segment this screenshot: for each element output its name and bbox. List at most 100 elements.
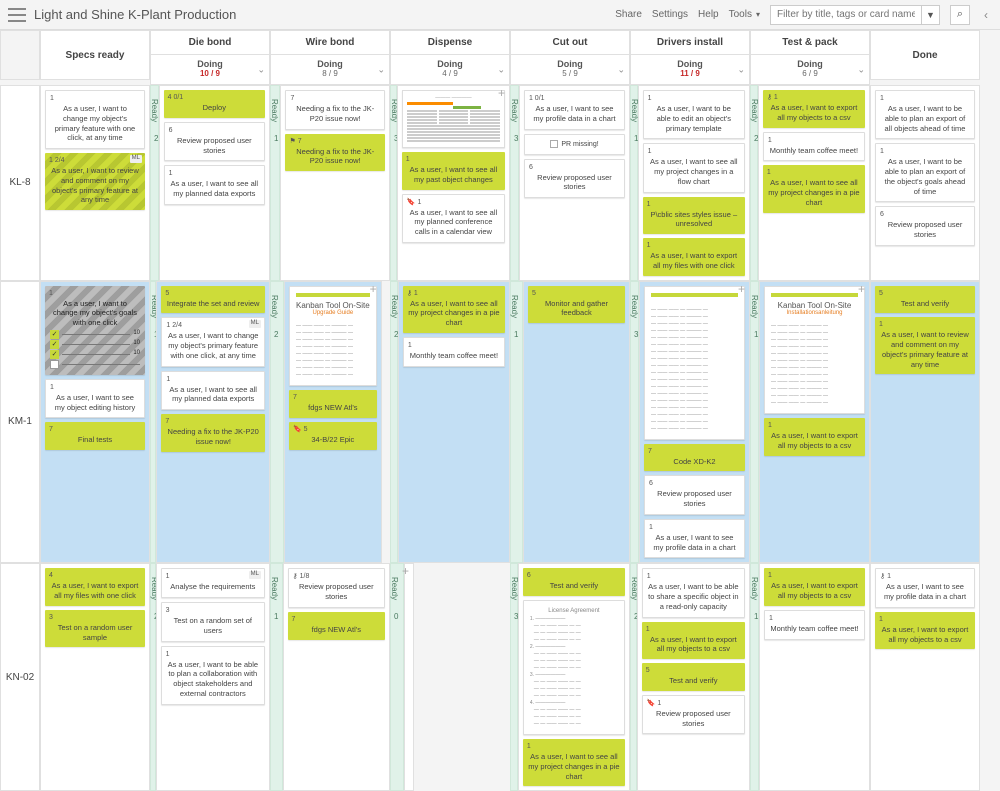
- header-substage-4[interactable]: Doing11 / 9⌄: [630, 55, 750, 85]
- card[interactable]: ⚷ 1As a user, I want to see my profile d…: [875, 568, 975, 608]
- ready-strip[interactable]: Ready3: [510, 85, 519, 281]
- card[interactable]: ⚷ 1As a user, I want to see all my proje…: [403, 286, 505, 333]
- chevron-down-icon[interactable]: ⌄: [497, 64, 505, 75]
- card[interactable]: 1 2/4MLAs a user, I want to change my ob…: [161, 317, 265, 366]
- card[interactable]: ⚑ 7Needing a fix to the JK-P20 issue now…: [285, 134, 385, 172]
- card[interactable]: 🔖 1Review proposed user stories: [642, 695, 745, 735]
- card[interactable]: 1MLAnalyse the requirements: [161, 568, 265, 598]
- chevron-down-icon[interactable]: ⌄: [857, 64, 865, 75]
- card[interactable]: ⚷ 1/8Review proposed user stories: [288, 568, 385, 608]
- header-stage-5[interactable]: Test & pack: [750, 30, 870, 55]
- cell[interactable]: +5Integrate the set and review1 2/4MLAs …: [156, 281, 270, 564]
- cell[interactable]: +⚷ 1As a user, I want to see my profile …: [870, 563, 980, 791]
- cell[interactable]: +1As a user, I want to export all my obj…: [759, 563, 870, 791]
- cell[interactable]: +1As a user, I want to change my object'…: [40, 281, 150, 564]
- header-stage-1[interactable]: Wire bond: [270, 30, 390, 55]
- cell[interactable]: +⚷ 1As a user, I want to see all my proj…: [398, 281, 510, 564]
- lane-label[interactable]: KM-1: [0, 281, 40, 564]
- card[interactable]: 1As a user, I want to see all my project…: [643, 143, 745, 192]
- card[interactable]: 5Test and verify: [642, 663, 745, 691]
- header-substage-5[interactable]: Doing6 / 9⌄: [750, 55, 870, 85]
- card[interactable]: 1As a user, I want to be able to plan an…: [875, 143, 975, 202]
- add-card-icon[interactable]: +: [738, 284, 745, 294]
- card[interactable]: 5Test and verify: [875, 286, 975, 314]
- ready-strip[interactable]: Ready0: [390, 563, 404, 791]
- header-done[interactable]: Done: [870, 30, 980, 80]
- card[interactable]: 1As a user, I want to export all my obje…: [764, 418, 865, 456]
- card[interactable]: 4 0/1Deploy: [164, 90, 265, 118]
- ready-strip[interactable]: Ready1: [270, 85, 280, 281]
- cell[interactable]: +— —— —— — ——— —— —— —— — ——— —— —— —— —…: [639, 281, 750, 564]
- ready-strip[interactable]: Ready2: [270, 281, 284, 564]
- card[interactable]: 1As a user, I want to be able to plan an…: [875, 90, 975, 139]
- filter-input[interactable]: [771, 6, 921, 24]
- card[interactable]: 1As a user, I want to see all my project…: [523, 739, 625, 786]
- cell[interactable]: +Kanban Tool On-SiteUpgrade Guide— —— ——…: [284, 281, 382, 564]
- card[interactable]: 3Test on a random user sample: [45, 610, 145, 648]
- card[interactable]: 1As a user, I want to be able to edit an…: [643, 90, 745, 139]
- card[interactable]: 1As a user, I want to see my object edit…: [45, 379, 145, 419]
- lane-label[interactable]: KN-02: [0, 563, 40, 791]
- card[interactable]: 1Monthly team coffee meet!: [763, 132, 865, 162]
- cell[interactable]: +1 0/1As a user, I want to see my profil…: [519, 85, 630, 281]
- cell[interactable]: +1As a user, I want to be able to edit a…: [638, 85, 750, 281]
- card[interactable]: 1As a user, I want to export all my obje…: [875, 612, 975, 650]
- card[interactable]: 5Monitor and gather feedback: [528, 286, 625, 324]
- card[interactable]: ⚷ 1As a user, I want to export all my ob…: [763, 90, 865, 128]
- card[interactable]: 6Review proposed user stories: [644, 475, 745, 515]
- card[interactable]: 5Integrate the set and review: [161, 286, 265, 314]
- ready-strip[interactable]: Ready3: [510, 563, 518, 791]
- card[interactable]: 6Test and verify: [523, 568, 625, 596]
- card[interactable]: 1As a user, I want to see all my planned…: [164, 165, 265, 205]
- chevron-down-icon[interactable]: ⌄: [617, 64, 625, 75]
- cell[interactable]: +——— ———— 1As a user, I want to see all m…: [397, 85, 510, 281]
- card[interactable]: 1Monthly team coffee meet!: [403, 337, 505, 367]
- card[interactable]: 1As a user, I want to be able to plan a …: [161, 646, 265, 705]
- header-stage-0[interactable]: Die bond: [150, 30, 270, 55]
- link-tools[interactable]: Tools: [729, 9, 752, 20]
- header-stage-3[interactable]: Cut out: [510, 30, 630, 55]
- card[interactable]: 1As a user, I want to see my profile dat…: [644, 519, 745, 559]
- add-card-icon[interactable]: +: [370, 284, 377, 294]
- card[interactable]: 1Monthly team coffee meet!: [764, 610, 865, 640]
- cell[interactable]: +5Monitor and gather feedback: [523, 281, 630, 564]
- card[interactable]: 6Review proposed user stories: [875, 206, 975, 246]
- doc-card[interactable]: ——— ————: [402, 90, 505, 148]
- lane-label[interactable]: KL-8: [0, 85, 40, 281]
- header-substage-2[interactable]: Doing4 / 9⌄: [390, 55, 510, 85]
- chevron-down-icon[interactable]: ⌄: [737, 64, 745, 75]
- header-substage-1[interactable]: Doing8 / 9⌄: [270, 55, 390, 85]
- header-substage-0[interactable]: Doing10 / 9⌄: [150, 55, 270, 85]
- card[interactable]: 1As a user, I want to see all my past ob…: [402, 152, 505, 190]
- add-card-icon[interactable]: +: [498, 88, 505, 98]
- ready-strip[interactable]: Ready1: [750, 563, 759, 791]
- card[interactable]: 1As a user, I want to export all my file…: [643, 238, 745, 276]
- card[interactable]: 1As a user, I want to change my object's…: [45, 90, 145, 149]
- ready-strip[interactable]: Ready3: [630, 281, 639, 564]
- card[interactable]: 🔖 1As a user, I want to see all my plann…: [402, 194, 505, 243]
- ready-strip[interactable]: Ready2: [750, 85, 758, 281]
- doc-card[interactable]: Kanban Tool On-SiteUpgrade Guide— —— —— …: [289, 286, 377, 387]
- card[interactable]: 7Needing a fix to the JK-P20 issue now!: [285, 90, 385, 130]
- cell[interactable]: +⚷ 1/8Review proposed user stories7fdgs …: [283, 563, 390, 791]
- collapse-panel-icon[interactable]: ‹: [980, 5, 992, 25]
- card[interactable]: 1As a user, I want to change my object's…: [45, 286, 145, 375]
- card[interactable]: 6Review proposed user stories: [524, 159, 625, 199]
- card[interactable]: 1As a user, I want to see all my project…: [763, 165, 865, 212]
- add-card-icon[interactable]: +: [858, 284, 865, 294]
- card[interactable]: 3Test on a random set of users: [161, 602, 265, 642]
- chevron-down-icon[interactable]: ⌄: [377, 64, 385, 75]
- card[interactable]: 1As a user, I want to review and comment…: [875, 317, 975, 374]
- card[interactable]: 7fdgs NEW Atl's: [289, 390, 377, 418]
- ready-strip[interactable]: Ready2: [630, 563, 637, 791]
- menu-icon[interactable]: [8, 8, 26, 22]
- cell[interactable]: +5Test and verify1As a user, I want to r…: [870, 281, 980, 564]
- card[interactable]: 1As a user, I want to see all my planned…: [161, 371, 265, 411]
- cell[interactable]: +1As a user, I want to be able to share …: [637, 563, 750, 791]
- doc-card[interactable]: License Agreement1. ——————— — —— —— — ——…: [523, 600, 625, 735]
- add-card-icon[interactable]: +: [402, 566, 409, 576]
- card[interactable]: PR missing!: [524, 134, 625, 155]
- tools-caret-icon[interactable]: ▾: [756, 10, 760, 19]
- cell[interactable]: +1As a user, I want to be able to plan a…: [870, 85, 980, 281]
- ready-strip[interactable]: Ready2: [150, 85, 159, 281]
